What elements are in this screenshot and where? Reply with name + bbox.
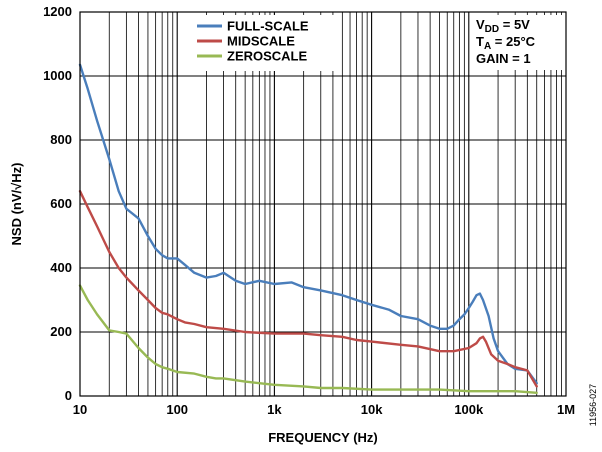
legend-label: ZEROSCALE — [227, 49, 308, 64]
series-line-zeroscale — [78, 284, 538, 394]
series-line-full-scale — [78, 63, 538, 385]
y-tick-label: 800 — [50, 132, 72, 147]
y-axis-label: NSD (nV/√Hz) — [9, 163, 24, 246]
x-tick-label: 1k — [267, 402, 282, 417]
y-tick-label: 1200 — [43, 4, 72, 19]
condition-label: GAIN = 1 — [476, 51, 531, 66]
series-line-midscale — [78, 189, 538, 388]
legend-background — [192, 15, 334, 71]
x-tick-label: 100k — [454, 402, 484, 417]
x-axis-ticks: 10 100 1k 10k 100k 1M — [73, 402, 575, 417]
plot-frame — [79, 11, 567, 397]
y-tick-label: 600 — [50, 196, 72, 211]
x-tick-label: 10k — [361, 402, 383, 417]
x-tick-label: 100 — [166, 402, 188, 417]
conditions-background — [470, 15, 562, 70]
legend-label: FULL-SCALE — [227, 19, 309, 34]
y-axis-ticks: 0 200 400 600 800 1000 1200 — [43, 4, 72, 403]
x-tick-label: 10 — [73, 402, 87, 417]
chart-series — [78, 63, 538, 394]
y-tick-label: 1000 — [43, 68, 72, 83]
legend-label: MIDSCALE — [227, 34, 295, 49]
y-tick-label: 0 — [65, 388, 72, 403]
x-axis-label: FREQUENCY (Hz) — [268, 430, 378, 445]
figure-id: 11956-027 — [588, 384, 598, 426]
x-tick-label: 1M — [557, 402, 575, 417]
y-tick-label: 400 — [50, 260, 72, 275]
y-tick-label: 200 — [50, 324, 72, 339]
condition-label: TA = 25°C — [476, 34, 536, 52]
